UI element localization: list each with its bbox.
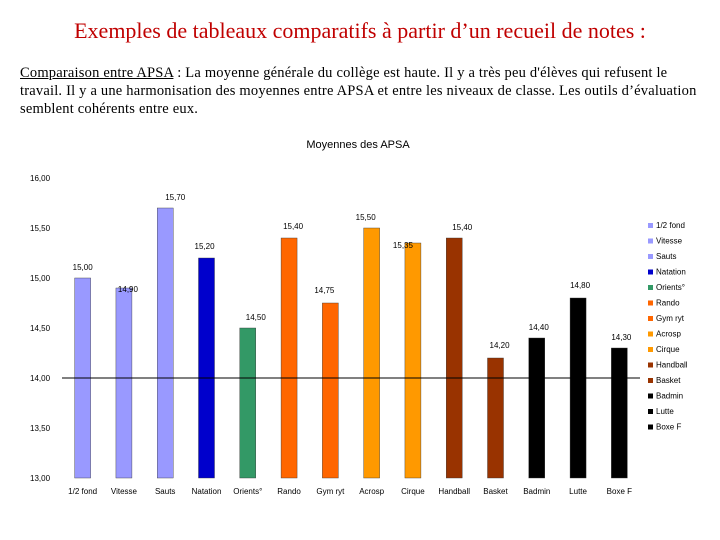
y-axis-ticks: 13,00 13,50 14,00 14,50 15,00 15,50 16,00	[30, 174, 51, 483]
legend-label: Natation	[656, 268, 686, 277]
body-text: : La moyenne générale du collège est hau…	[20, 65, 697, 117]
legend-swatch	[648, 424, 653, 430]
bar-orients-	[239, 327, 256, 479]
y-tick-label: 16,00	[30, 174, 51, 183]
y-tick-label: 15,00	[30, 274, 51, 283]
legend-swatch	[648, 409, 653, 414]
x-tick-label: Basket	[483, 487, 508, 496]
legend-label: Handball	[656, 361, 688, 370]
y-tick-label: 14,50	[30, 324, 51, 333]
legend-label: Rando	[656, 299, 680, 308]
chart-title: Moyennes des APSA	[306, 139, 410, 151]
legend-label: Lutte	[656, 407, 674, 416]
legend-swatch	[648, 238, 653, 244]
value-label: 14,75	[314, 286, 335, 295]
x-tick-label: 1/2 fond	[68, 487, 97, 496]
x-tick-label: Orients°	[233, 487, 262, 496]
value-label: 15,20	[195, 242, 216, 251]
bar-basket	[487, 357, 504, 479]
y-tick-label: 14,00	[30, 374, 51, 383]
x-tick-label: Vitesse	[111, 487, 138, 496]
legend-label: Acrosp	[656, 330, 681, 339]
legend-swatch	[648, 254, 653, 259]
legend-label: Boxe F	[656, 423, 681, 432]
slide-title: Exemples de tableaux comparatifs à parti…	[74, 18, 646, 43]
legend-swatch	[648, 362, 653, 368]
bar-handball	[446, 237, 463, 479]
value-label: 14,90	[118, 285, 139, 294]
bar-gym-ryt	[322, 302, 339, 479]
body-paragraph: Comparaison entre APSA : La moyenne géné…	[20, 64, 700, 118]
bar-lutte	[569, 297, 587, 479]
legend-swatch	[648, 347, 653, 352]
y-tick-label: 13,00	[30, 474, 51, 483]
legend-swatch	[648, 331, 653, 337]
value-label: 15,70	[165, 193, 186, 202]
legend-label: Cirque	[656, 345, 680, 354]
legend-label: Gym ryt	[656, 314, 685, 323]
legend-swatch	[648, 223, 653, 228]
bar-boxe-f	[611, 347, 628, 479]
legend-label: 1/2 fond	[656, 221, 685, 230]
x-tick-label: Acrosp	[359, 487, 384, 496]
x-tick-label: Badmin	[523, 487, 550, 496]
value-label: 14,40	[529, 323, 550, 332]
bar-rando	[280, 237, 298, 479]
value-label: 15,35	[393, 241, 414, 250]
value-label: 15,00	[73, 263, 94, 272]
legend-swatch	[648, 393, 653, 399]
x-tick-label: Cirque	[401, 487, 425, 496]
legend-swatch	[648, 316, 653, 321]
bar-badmin	[528, 337, 545, 479]
x-tick-label: Handball	[438, 487, 470, 496]
x-tick-label: Boxe F	[607, 487, 632, 496]
value-label: 14,80	[570, 281, 591, 290]
legend: 1/2 fond Vitesse Sauts Natation Orients° Rand…	[648, 221, 688, 432]
bar-natation	[198, 257, 215, 479]
legend-label: Orients°	[656, 283, 685, 292]
body-lead: Comparaison entre APSA	[20, 65, 174, 81]
x-tick-label: Gym ryt	[316, 487, 345, 496]
bars	[74, 207, 628, 479]
x-tick-label: Natation	[192, 487, 222, 496]
y-tick-label: 13,50	[30, 424, 51, 433]
legend-swatch	[648, 378, 653, 383]
x-tick-label: Sauts	[155, 487, 175, 496]
bar-vitesse	[115, 287, 133, 479]
y-tick-label: 15,50	[30, 224, 51, 233]
x-axis-ticks: 1/2 fond Vitesse Sauts Natation Orients° Rand…	[68, 487, 632, 496]
value-label: 15,40	[283, 222, 304, 231]
legend-label: Badmin	[656, 392, 683, 401]
legend-swatch	[648, 285, 653, 290]
legend-swatch	[648, 269, 653, 275]
value-labels: 15,00 14,90 15,70 15,20 14,50 15,40 14,75 15,50…	[73, 193, 632, 350]
bar-acrosp	[363, 227, 380, 479]
value-label: 14,50	[246, 313, 267, 322]
legend-label: Basket	[656, 376, 681, 385]
legend-swatch	[648, 300, 653, 306]
bar-cirque	[404, 242, 422, 479]
x-tick-label: Rando	[277, 487, 301, 496]
value-label: 14,30	[611, 333, 632, 342]
value-label: 15,50	[356, 213, 377, 222]
value-label: 15,40	[452, 223, 473, 232]
value-label: 14,20	[490, 341, 511, 350]
legend-label: Sauts	[656, 252, 676, 261]
legend-label: Vitesse	[656, 237, 683, 246]
x-tick-label: Lutte	[569, 487, 587, 496]
bar-sauts	[157, 207, 174, 479]
